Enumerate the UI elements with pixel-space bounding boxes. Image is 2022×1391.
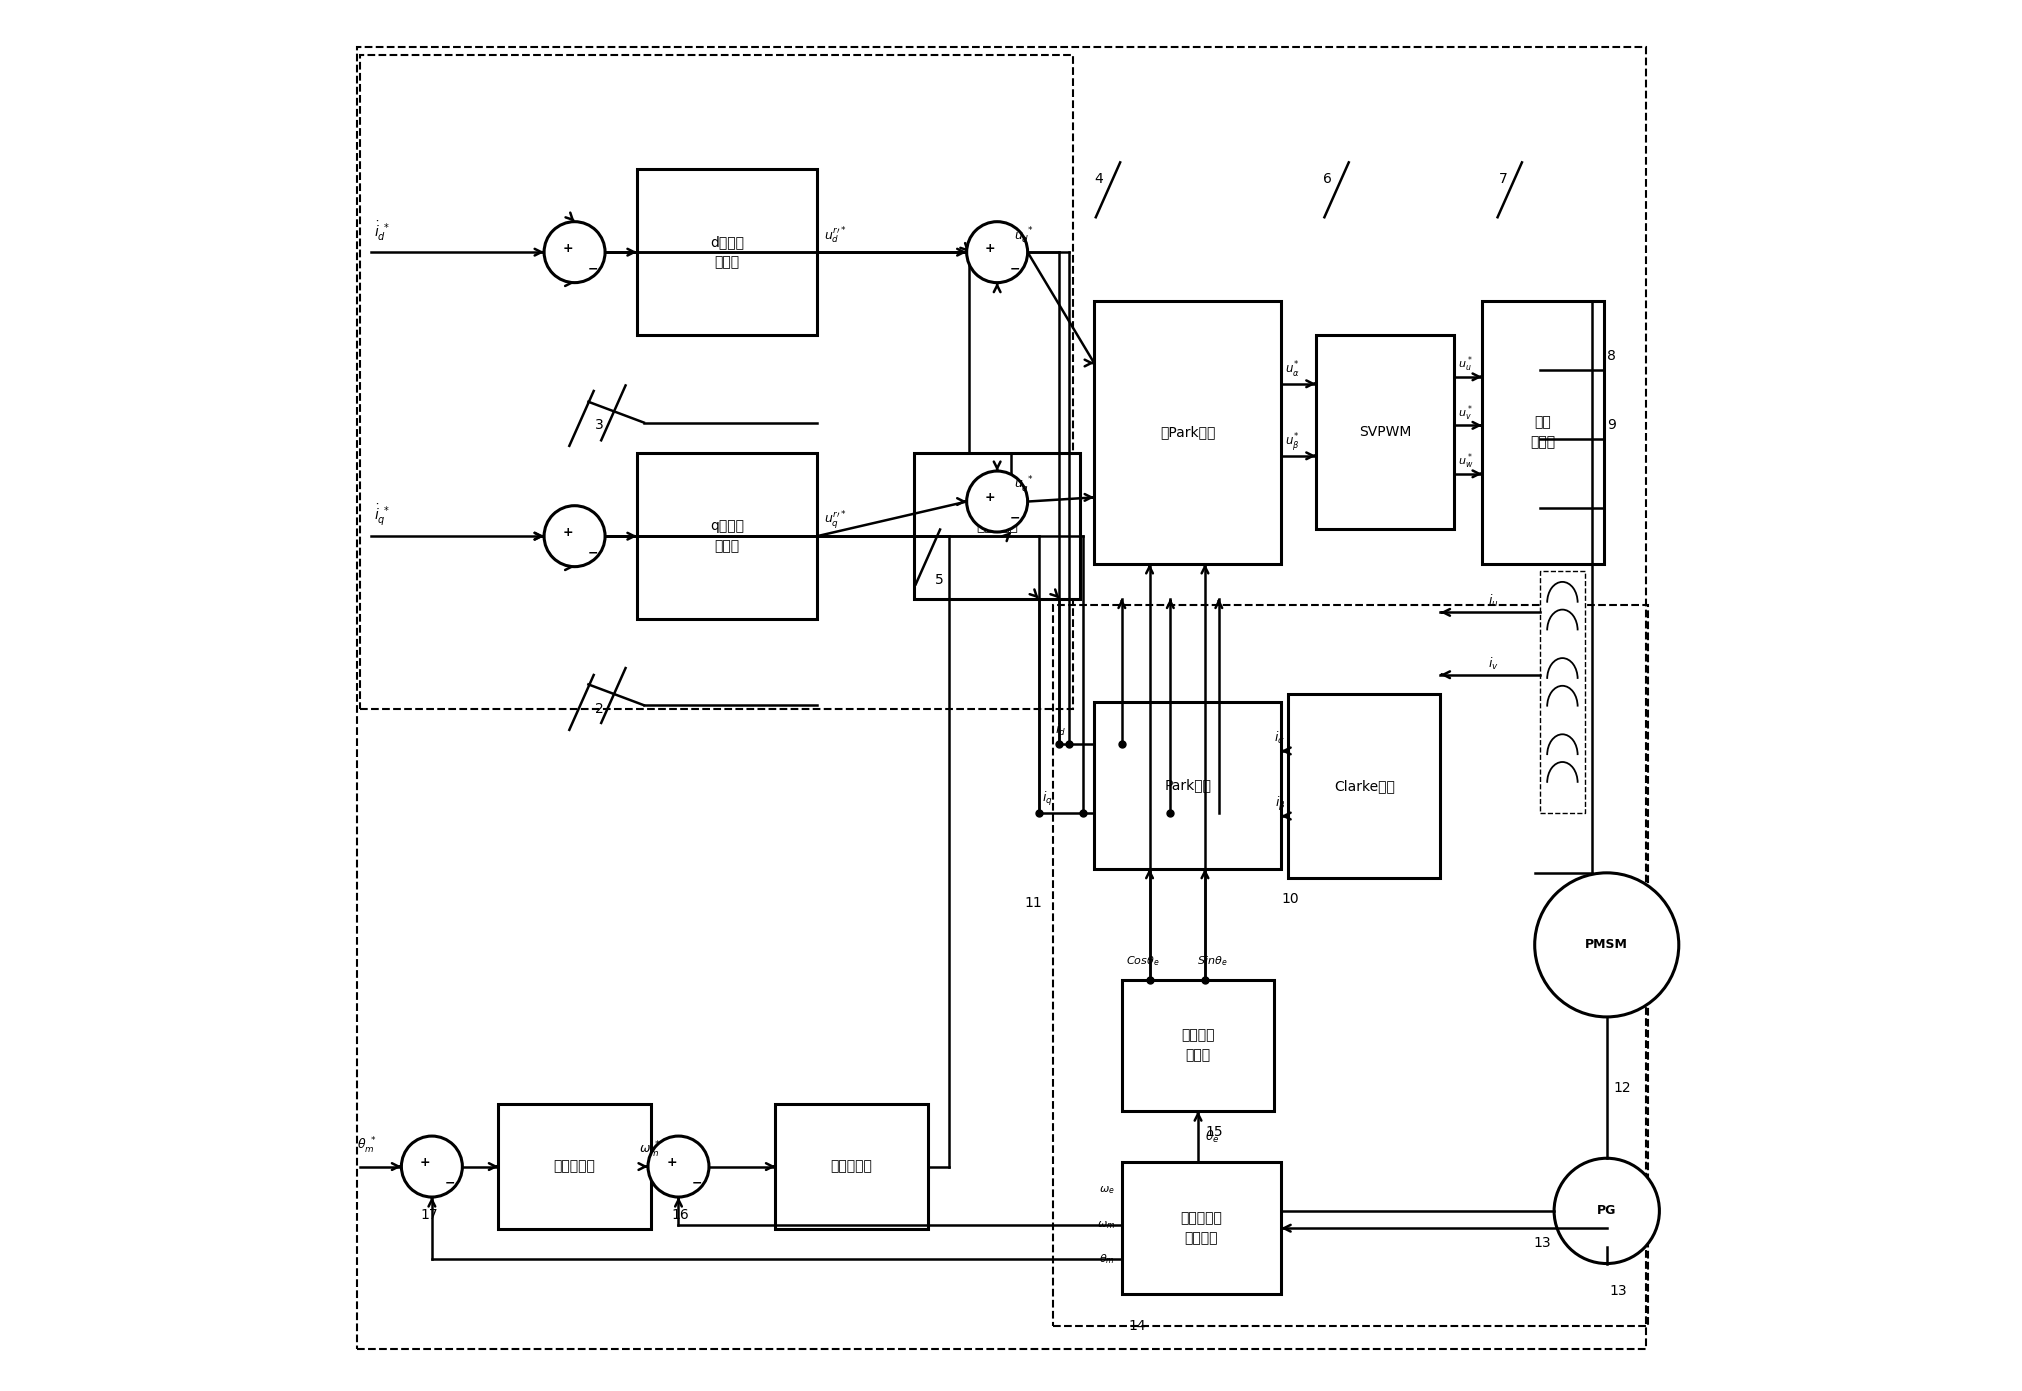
Text: 13: 13 xyxy=(1610,1284,1628,1298)
Circle shape xyxy=(1555,1159,1660,1263)
Text: $u_\beta^{*}$: $u_\beta^{*}$ xyxy=(1286,431,1300,453)
Text: $\dot{i}_d^{\ *}$: $\dot{i}_d^{\ *}$ xyxy=(374,220,390,243)
Bar xyxy=(1482,300,1603,563)
Circle shape xyxy=(544,506,605,566)
Bar xyxy=(1053,605,1648,1326)
Text: $i_u$: $i_u$ xyxy=(1488,593,1498,609)
Text: 12: 12 xyxy=(1614,1081,1632,1095)
Circle shape xyxy=(544,221,605,282)
Text: 三角函数
发生器: 三角函数 发生器 xyxy=(1181,1028,1215,1063)
Text: −: − xyxy=(1009,263,1021,275)
Text: 16: 16 xyxy=(671,1209,690,1223)
Text: 6: 6 xyxy=(1322,171,1332,185)
Text: 4: 4 xyxy=(1094,171,1102,185)
Text: $\theta_m$: $\theta_m$ xyxy=(1100,1252,1114,1266)
Text: 三相
逆变器: 三相 逆变器 xyxy=(1531,415,1555,449)
Text: Clarke变换: Clarke变换 xyxy=(1335,779,1395,793)
Bar xyxy=(497,1104,651,1228)
Text: $\omega_m$: $\omega_m$ xyxy=(1096,1219,1114,1231)
Text: 5: 5 xyxy=(934,573,944,587)
Circle shape xyxy=(402,1136,463,1198)
Text: $Cos\theta_e$: $Cos\theta_e$ xyxy=(1126,954,1159,968)
Text: 7: 7 xyxy=(1498,171,1508,185)
Text: 10: 10 xyxy=(1282,892,1298,906)
Text: 位置与速度
信号处理: 位置与速度 信号处理 xyxy=(1181,1212,1223,1245)
Bar xyxy=(360,56,1074,709)
Text: 11: 11 xyxy=(1025,896,1043,910)
Text: $u_v^*$: $u_v^*$ xyxy=(1458,403,1474,423)
Text: $\dot{i}_q^{\ *}$: $\dot{i}_q^{\ *}$ xyxy=(374,502,390,529)
Text: PG: PG xyxy=(1597,1205,1616,1217)
Text: +: + xyxy=(562,526,572,538)
Text: $u_q^{\ *}$: $u_q^{\ *}$ xyxy=(1013,474,1033,497)
Text: $i_\beta$: $i_\beta$ xyxy=(1274,794,1286,812)
Circle shape xyxy=(967,221,1027,282)
Text: d轴电流
控制器: d轴电流 控制器 xyxy=(710,235,744,270)
Text: 位置控制器: 位置控制器 xyxy=(554,1160,596,1174)
Text: +: + xyxy=(985,242,995,255)
Bar xyxy=(1541,570,1585,814)
Bar xyxy=(776,1104,928,1228)
Bar xyxy=(1094,300,1282,563)
Text: $\omega_m^{\ *}$: $\omega_m^{\ *}$ xyxy=(639,1139,661,1160)
Text: +: + xyxy=(421,1156,431,1168)
Text: −: − xyxy=(586,547,599,559)
Bar xyxy=(1094,702,1282,869)
Text: $u_\alpha^{*}$: $u_\alpha^{*}$ xyxy=(1286,360,1300,380)
Text: −: − xyxy=(445,1177,455,1189)
Text: $\omega_e$: $\omega_e$ xyxy=(1100,1184,1114,1196)
Text: 2: 2 xyxy=(594,702,605,716)
Text: +: + xyxy=(667,1156,677,1168)
Text: −: − xyxy=(586,263,599,275)
Text: $Sin\theta_e$: $Sin\theta_e$ xyxy=(1197,954,1227,968)
Text: 9: 9 xyxy=(1607,419,1616,433)
Text: $i_\alpha$: $i_\alpha$ xyxy=(1274,730,1286,747)
Text: 13: 13 xyxy=(1535,1235,1551,1251)
Text: $i_d$: $i_d$ xyxy=(1055,722,1066,739)
Text: $i_q$: $i_q$ xyxy=(1041,790,1053,808)
Text: 3: 3 xyxy=(594,419,605,433)
Bar xyxy=(637,170,817,335)
Text: +: + xyxy=(985,491,995,504)
Text: q轴电流
控制器: q轴电流 控制器 xyxy=(710,519,744,554)
Bar xyxy=(1288,694,1440,878)
Text: $\theta_m^{\ *}$: $\theta_m^{\ *}$ xyxy=(358,1135,376,1156)
Text: $u_d^{\ *}$: $u_d^{\ *}$ xyxy=(1013,225,1033,246)
Text: −: − xyxy=(692,1177,702,1189)
Circle shape xyxy=(647,1136,710,1198)
Text: 逆Park变换: 逆Park变换 xyxy=(1161,426,1215,440)
Circle shape xyxy=(967,472,1027,531)
Text: 8: 8 xyxy=(1607,349,1616,363)
Bar xyxy=(637,453,817,619)
Text: −: − xyxy=(1009,512,1021,524)
Text: 15: 15 xyxy=(1205,1125,1223,1139)
Text: 17: 17 xyxy=(421,1209,439,1223)
Text: Park变换: Park变换 xyxy=(1165,779,1211,793)
Text: $i_v$: $i_v$ xyxy=(1488,655,1498,672)
Text: SVPWM: SVPWM xyxy=(1359,426,1411,440)
Text: $u_u^*$: $u_u^*$ xyxy=(1458,355,1474,374)
Text: +: + xyxy=(562,242,572,255)
Text: $u_q^{r\prime*}$: $u_q^{r\prime*}$ xyxy=(825,509,847,530)
Bar xyxy=(914,453,1080,598)
Text: $u_w^*$: $u_w^*$ xyxy=(1458,452,1474,472)
Text: 解耦控制器: 解耦控制器 xyxy=(977,519,1019,533)
Text: 14: 14 xyxy=(1128,1319,1146,1333)
Text: $\theta_e$: $\theta_e$ xyxy=(1205,1128,1219,1145)
Bar xyxy=(1316,335,1454,529)
Circle shape xyxy=(1535,872,1678,1017)
Text: PMSM: PMSM xyxy=(1585,939,1628,951)
Text: 速度控制器: 速度控制器 xyxy=(831,1160,874,1174)
Bar xyxy=(1122,979,1274,1111)
Text: $u_d^{r\prime*}$: $u_d^{r\prime*}$ xyxy=(825,225,847,246)
Bar xyxy=(1122,1163,1282,1294)
